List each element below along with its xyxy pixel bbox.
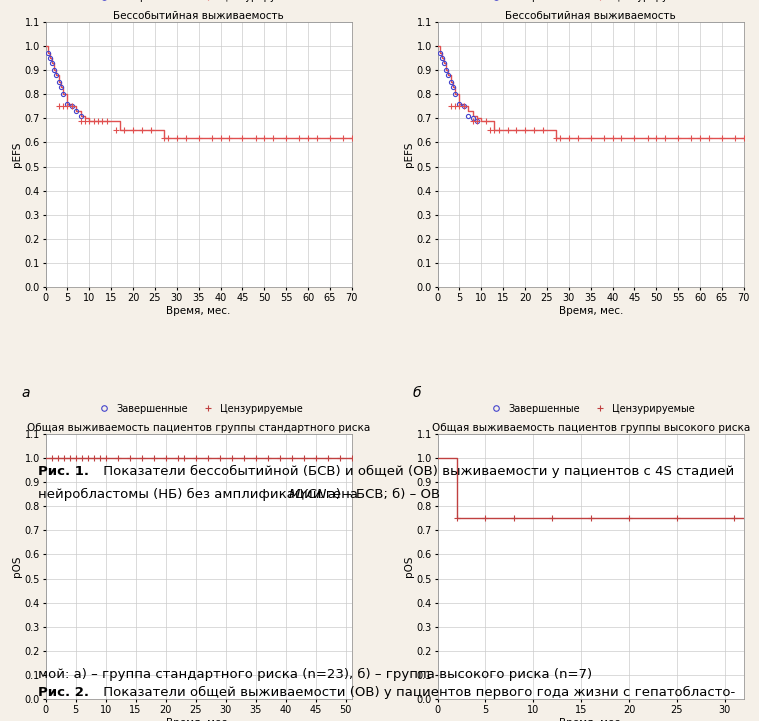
Title: Бессобытийная выживаемость: Бессобытийная выживаемость [113, 11, 284, 21]
Y-axis label: pEFS: pEFS [12, 142, 22, 167]
Text: Рис. 2.: Рис. 2. [38, 686, 89, 699]
Legend: Завершенные, Цензурируемые: Завершенные, Цензурируемые [94, 404, 303, 414]
Text: мой: а) – группа стандартного риска (n=23), б) – группа высокого риска (n=7): мой: а) – группа стандартного риска (n=2… [38, 668, 592, 681]
Y-axis label: pOS: pOS [404, 556, 414, 578]
Title: Общая выживаемость пациентов группы высокого риска: Общая выживаемость пациентов группы высо… [432, 423, 750, 433]
Legend: Завершенные, Цензурируемые: Завершенные, Цензурируемые [487, 0, 695, 2]
Title: Общая выживаемость пациентов группы стандартного риска: Общая выживаемость пациентов группы стан… [27, 423, 370, 433]
X-axis label: Время, мес.: Время, мес. [559, 306, 623, 316]
Title: Бессобытийная выживаемость: Бессобытийная выживаемость [505, 11, 676, 21]
Text: Показатели бессобытийной (БСВ) и общей (ОВ) выживаемости у пациентов с 4S стадие: Показатели бессобытийной (БСВ) и общей (… [99, 465, 734, 478]
Text: б: б [413, 386, 421, 399]
X-axis label: Время, мес.: Время, мес. [559, 717, 623, 721]
Text: MYCN: MYCN [288, 488, 327, 501]
X-axis label: Время, мес.: Время, мес. [166, 717, 231, 721]
Text: Рис. 1.: Рис. 1. [38, 465, 89, 478]
Text: : а) – БСВ; б) – ОВ: : а) – БСВ; б) – ОВ [319, 488, 440, 501]
Y-axis label: pOS: pOS [12, 556, 22, 578]
Y-axis label: pEFS: pEFS [404, 142, 414, 167]
Text: Показатели общей выживаемости (ОВ) у пациентов первого года жизни с гепатобласто: Показатели общей выживаемости (ОВ) у пац… [99, 686, 735, 699]
Text: а: а [21, 386, 30, 399]
Text: нейробластомы (НБ) без амплификации гена: нейробластомы (НБ) без амплификации гена [38, 488, 362, 501]
Legend: Завершенные, Цензурируемые: Завершенные, Цензурируемые [487, 404, 695, 414]
X-axis label: Время, мес.: Время, мес. [166, 306, 231, 316]
Legend: Завершенные, Цензурируемые: Завершенные, Цензурируемые [94, 0, 303, 2]
